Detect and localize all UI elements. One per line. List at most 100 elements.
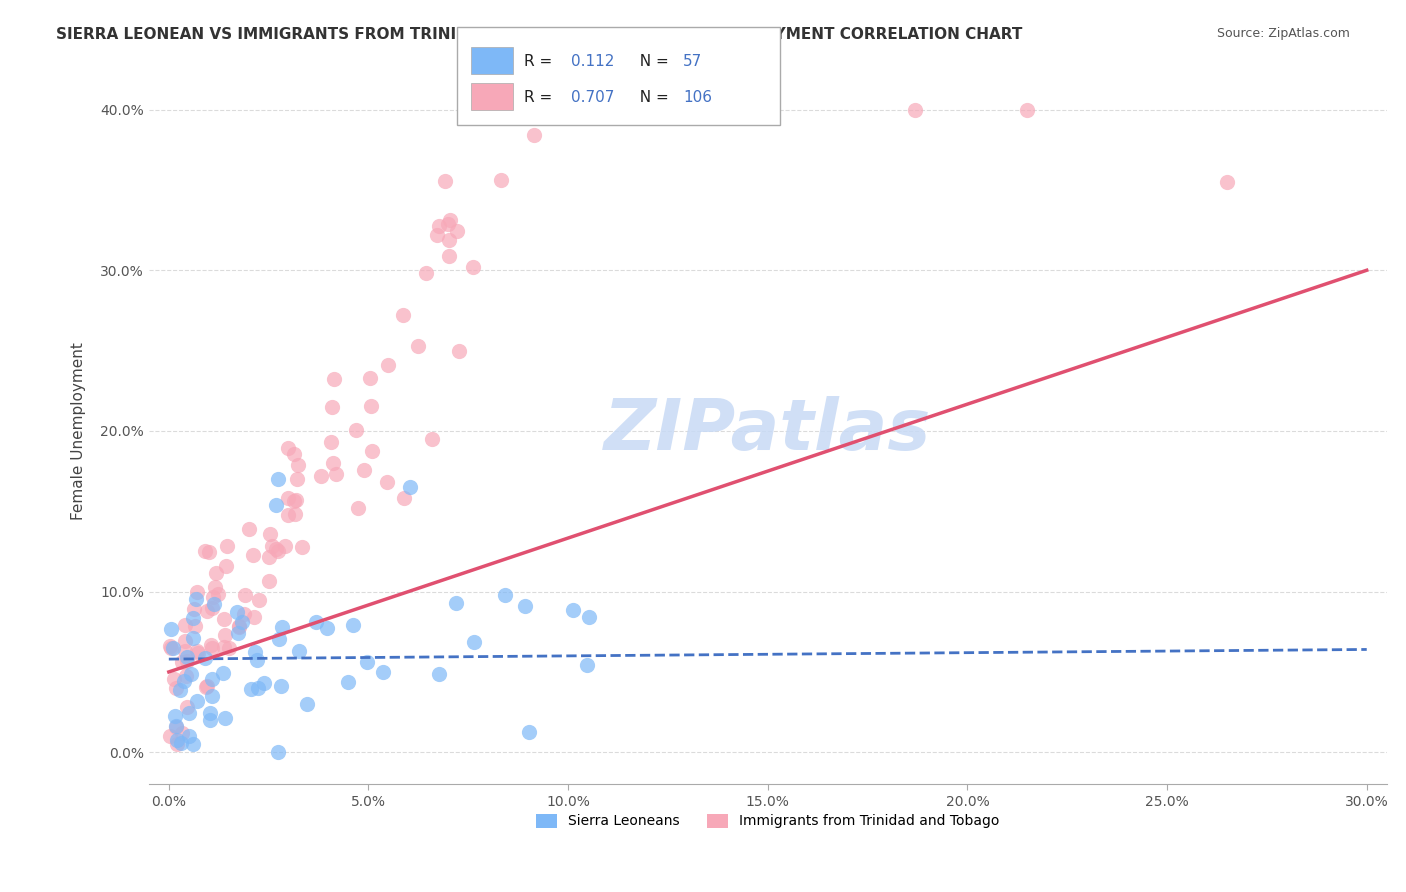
Point — [605, 103, 627, 117]
Point — [561, 603, 583, 617]
Point — [1216, 175, 1239, 189]
Point — [179, 706, 201, 721]
Point — [558, 103, 581, 117]
Point — [181, 611, 204, 625]
Point — [233, 607, 256, 621]
Point — [277, 508, 299, 522]
Text: 0.112: 0.112 — [571, 54, 614, 69]
Point — [283, 447, 305, 461]
Point — [287, 458, 309, 472]
Point — [195, 604, 218, 618]
Point — [176, 649, 198, 664]
Point — [266, 543, 288, 558]
Point — [356, 655, 378, 669]
Y-axis label: Female Unemployment: Female Unemployment — [72, 342, 86, 520]
Point — [359, 371, 381, 385]
Point — [740, 103, 762, 117]
Point — [163, 672, 186, 686]
Point — [181, 737, 204, 751]
Point — [392, 308, 415, 322]
Point — [315, 621, 337, 635]
Point — [239, 681, 262, 696]
Point — [215, 539, 238, 553]
Point — [447, 344, 470, 359]
Point — [270, 679, 292, 693]
Point — [576, 658, 599, 673]
Point — [325, 467, 347, 482]
Point — [463, 634, 485, 648]
Point — [212, 612, 235, 626]
Point — [426, 228, 449, 243]
Point — [904, 103, 927, 117]
Point — [176, 654, 198, 668]
Point — [198, 706, 221, 721]
Text: R =: R = — [524, 90, 558, 104]
Text: SIERRA LEONEAN VS IMMIGRANTS FROM TRINIDAD AND TOBAGO FEMALE UNEMPLOYMENT CORREL: SIERRA LEONEAN VS IMMIGRANTS FROM TRINID… — [56, 27, 1022, 42]
Point — [194, 651, 217, 665]
Point — [165, 720, 187, 734]
Point — [553, 103, 575, 117]
Point — [377, 358, 399, 372]
Point — [427, 219, 450, 234]
Point — [519, 725, 541, 739]
Point — [214, 558, 236, 573]
Point — [284, 507, 307, 521]
Point — [194, 681, 217, 695]
Point — [187, 646, 209, 660]
Point — [246, 681, 269, 695]
Point — [309, 469, 332, 483]
Point — [242, 549, 264, 563]
Point — [231, 615, 253, 629]
Point — [174, 634, 197, 648]
Point — [277, 441, 299, 455]
Point — [173, 644, 195, 658]
Point — [489, 173, 512, 187]
Point — [245, 645, 267, 659]
Point — [184, 619, 207, 633]
Point — [291, 540, 314, 554]
Point — [408, 339, 430, 353]
Point — [200, 639, 222, 653]
Point — [162, 640, 184, 655]
Point — [494, 588, 516, 602]
Point — [347, 501, 370, 516]
Point — [180, 666, 202, 681]
Text: N =: N = — [630, 54, 673, 69]
Point — [194, 544, 217, 558]
Point — [579, 103, 602, 117]
Point — [322, 456, 344, 470]
Point — [176, 700, 198, 714]
Text: Source: ZipAtlas.com: Source: ZipAtlas.com — [1216, 27, 1350, 40]
Point — [195, 679, 218, 693]
Point — [360, 399, 382, 413]
Point — [277, 491, 299, 506]
Point — [523, 128, 546, 143]
Point — [436, 217, 458, 231]
Point — [233, 588, 256, 602]
Point — [238, 522, 260, 536]
Point — [201, 689, 224, 703]
Point — [446, 224, 468, 238]
Point — [323, 371, 346, 385]
Point — [201, 672, 224, 686]
Point — [267, 745, 290, 759]
Point — [207, 586, 229, 600]
Point — [264, 542, 287, 557]
Point — [170, 655, 193, 669]
Point — [305, 615, 328, 630]
Point — [170, 736, 193, 750]
Text: R =: R = — [524, 54, 558, 69]
Point — [228, 619, 250, 633]
Text: N =: N = — [630, 90, 673, 104]
Point — [186, 585, 208, 599]
Point — [184, 591, 207, 606]
Point — [166, 737, 188, 751]
Point — [179, 729, 201, 743]
Point — [225, 605, 247, 619]
Point — [252, 675, 274, 690]
Point — [201, 601, 224, 615]
Point — [159, 729, 181, 743]
Point — [160, 622, 183, 636]
Point — [267, 632, 290, 646]
Point — [266, 498, 288, 512]
